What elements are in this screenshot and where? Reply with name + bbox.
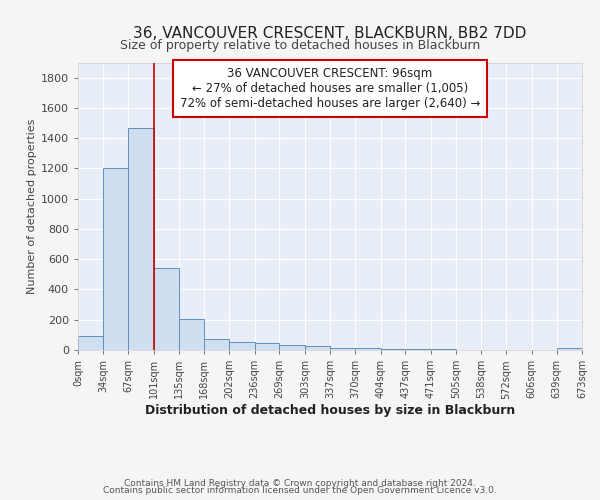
Bar xyxy=(204,340,229,350)
Bar xyxy=(380,349,405,350)
Text: 36 VANCOUVER CRESCENT: 96sqm
← 27% of detached houses are smaller (1,005)
72% of: 36 VANCOUVER CRESCENT: 96sqm ← 27% of de… xyxy=(180,67,480,110)
Text: Size of property relative to detached houses in Blackburn: Size of property relative to detached ho… xyxy=(120,40,480,52)
Text: Contains HM Land Registry data © Crown copyright and database right 2024.: Contains HM Land Registry data © Crown c… xyxy=(124,478,476,488)
Bar xyxy=(179,319,204,350)
Bar xyxy=(280,346,305,350)
Bar xyxy=(355,348,380,350)
Bar xyxy=(305,346,331,350)
Bar xyxy=(405,349,431,350)
Bar xyxy=(255,343,280,350)
Y-axis label: Number of detached properties: Number of detached properties xyxy=(26,118,37,294)
Bar xyxy=(154,268,179,350)
Bar xyxy=(128,128,154,350)
Bar xyxy=(229,342,255,350)
Bar xyxy=(78,336,103,350)
Bar xyxy=(331,348,355,350)
X-axis label: Distribution of detached houses by size in Blackburn: Distribution of detached houses by size … xyxy=(145,404,515,417)
Bar xyxy=(557,348,582,350)
Text: Contains public sector information licensed under the Open Government Licence v3: Contains public sector information licen… xyxy=(103,486,497,495)
Bar xyxy=(103,168,128,350)
Bar xyxy=(431,349,456,350)
Title: 36, VANCOUVER CRESCENT, BLACKBURN, BB2 7DD: 36, VANCOUVER CRESCENT, BLACKBURN, BB2 7… xyxy=(133,26,527,40)
